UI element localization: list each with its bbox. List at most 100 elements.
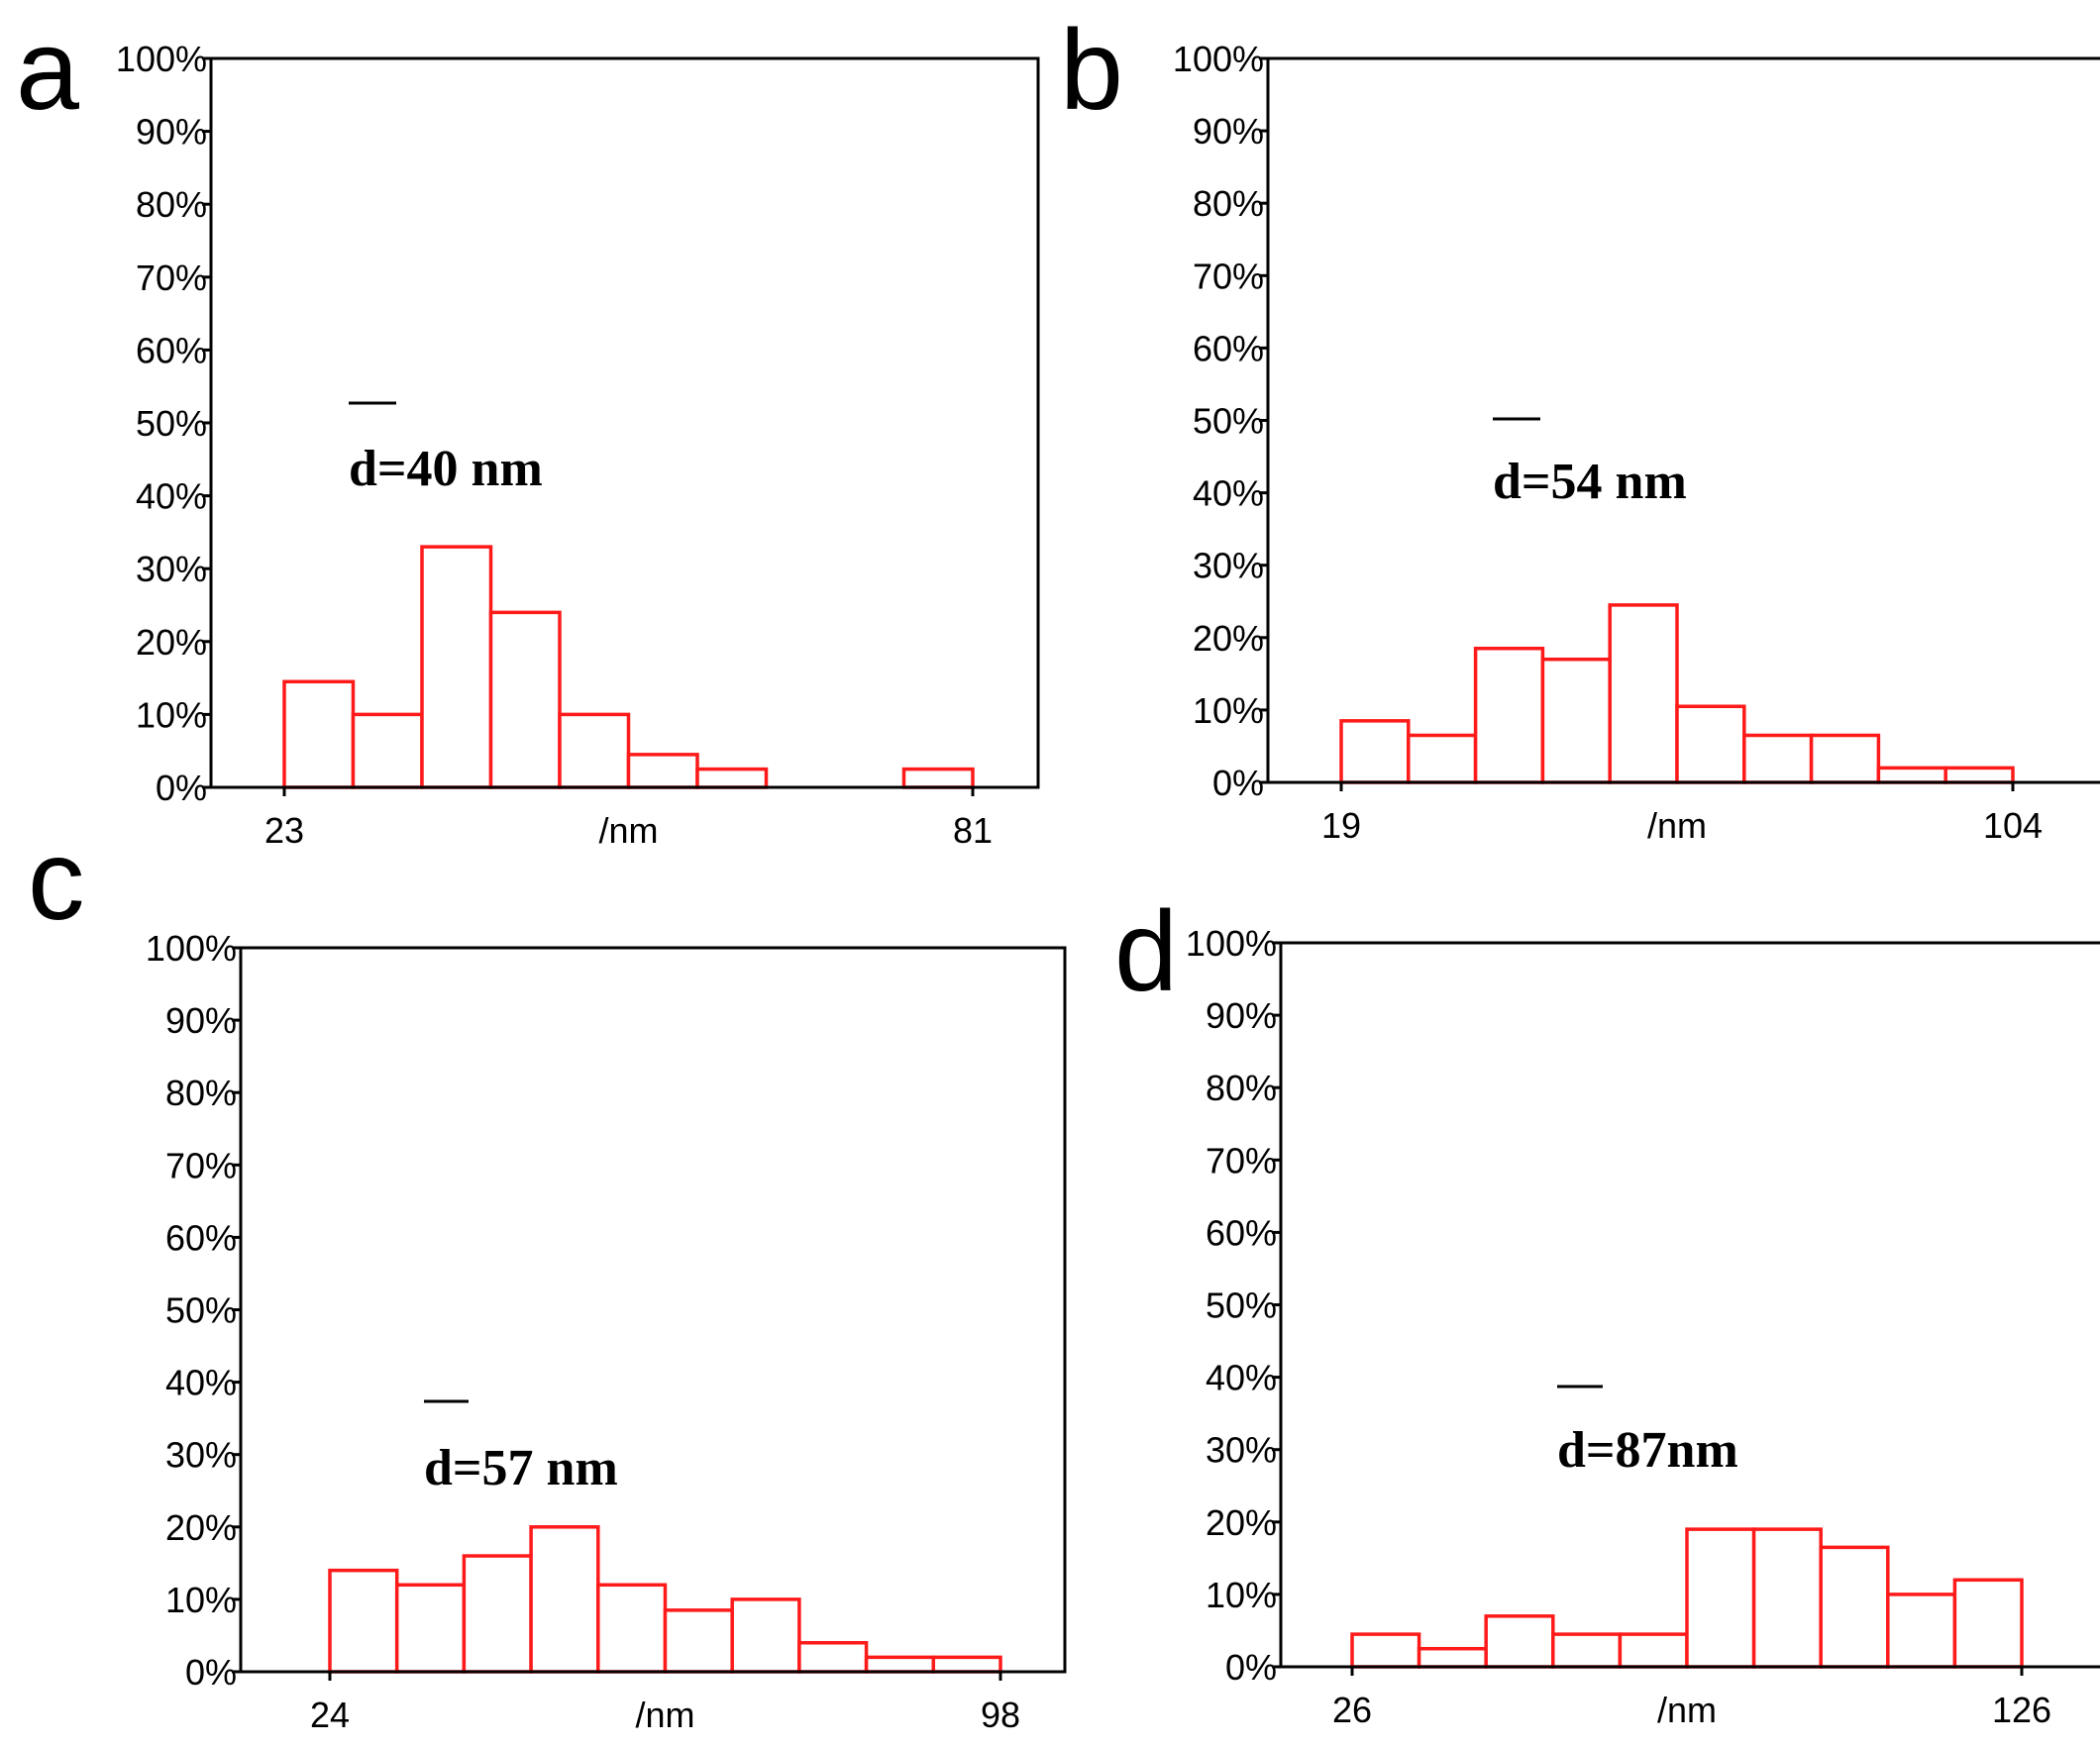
histogram-bar: [351, 712, 424, 789]
y-tick-label: 20%: [165, 1507, 237, 1548]
mean-diameter-label: d=87nm: [1557, 1422, 1738, 1479]
histogram-bar: [1742, 733, 1814, 784]
histogram-bar: [1809, 733, 1881, 784]
y-tick-label: 60%: [1193, 328, 1264, 368]
y-tick-label: 70%: [165, 1145, 237, 1185]
y-tick-label: 40%: [165, 1363, 237, 1403]
x-tick-label-max: 98: [981, 1695, 1020, 1735]
histogram-bar: [529, 1525, 600, 1674]
y-tick-label: 0%: [1212, 763, 1264, 803]
histogram-bar: [931, 1655, 1002, 1674]
y-tick-label: 0%: [1225, 1647, 1277, 1688]
x-tick-label-min: 26: [1332, 1690, 1372, 1730]
histogram-bar: [282, 679, 356, 789]
y-tick-label: 100%: [146, 928, 237, 969]
y-tick-label: 20%: [1206, 1502, 1277, 1543]
histogram-bar: [1540, 657, 1612, 784]
y-tick-label: 50%: [1206, 1285, 1277, 1326]
y-tick-label: 70%: [1193, 256, 1264, 296]
histogram-bar: [328, 1568, 399, 1674]
y-tick-label: 50%: [165, 1290, 237, 1331]
panel-c: c 0% 10% 20% 30% 40% 50% 60% 70% 80% 90% 100% 24 98/n…: [28, 817, 1067, 1735]
histogram-bar: [626, 753, 699, 789]
y-tick-label: 90%: [136, 112, 207, 153]
y-tick-label: 30%: [1193, 546, 1264, 586]
panel-letter: b: [1060, 7, 1123, 134]
y-tick-label: 60%: [165, 1217, 237, 1258]
y-tick-label: 60%: [1206, 1212, 1277, 1253]
histogram-bar: [1675, 704, 1746, 784]
y-tick-label: 40%: [1206, 1358, 1277, 1398]
panel-letter: a: [16, 7, 79, 134]
y-tick-label: 40%: [1193, 473, 1264, 514]
y-tick-label: 80%: [1206, 1068, 1277, 1108]
y-tick-label: 50%: [136, 403, 207, 444]
histogram-bar: [596, 1583, 668, 1674]
histogram-bar: [1952, 1578, 2024, 1669]
histogram-bar: [797, 1641, 869, 1674]
panel-letter: c: [28, 817, 85, 944]
y-tick-label: 10%: [165, 1580, 237, 1620]
histogram-bar: [864, 1655, 936, 1674]
histogram-bar: [730, 1597, 801, 1674]
y-tick-label: 30%: [1206, 1430, 1277, 1471]
y-tick-label: 90%: [165, 1000, 237, 1041]
x-axis-label: /nm: [1647, 805, 1707, 846]
histogram-bar: [1350, 1632, 1421, 1669]
y-tick-label: 20%: [136, 622, 207, 663]
y-tick-label: 60%: [136, 330, 207, 370]
x-tick-label-min: 24: [310, 1695, 350, 1735]
histogram-bar: [1685, 1527, 1756, 1669]
mean-diameter-label: d=54 nm: [1493, 454, 1687, 510]
x-tick-label-max: 81: [953, 810, 993, 851]
y-tick-label: 90%: [1193, 111, 1264, 152]
histogram-bar: [1484, 1614, 1555, 1669]
y-tick-label: 30%: [136, 549, 207, 589]
histogram-bar: [1876, 766, 1947, 784]
histogram-bar: [394, 1583, 467, 1674]
histogram-bar: [1339, 719, 1411, 784]
y-tick-label: 20%: [1193, 618, 1264, 659]
y-tick-label: 80%: [165, 1073, 237, 1113]
histogram-bar: [901, 767, 975, 789]
histogram-bar: [558, 712, 631, 789]
y-tick-label: 50%: [1193, 401, 1264, 442]
histogram-bar: [1943, 766, 2015, 784]
plot-frame: [1266, 56, 2100, 784]
y-tick-label: 30%: [165, 1435, 237, 1476]
x-tick-label-max: 104: [1983, 805, 2043, 846]
x-axis-label: /nm: [1657, 1690, 1717, 1730]
panel-b: b 0% 10% 20% 30% 40% 50% 60% 70% 80% 90% 100% 19 104 /…: [1060, 7, 2100, 846]
x-axis-label: /nm: [635, 1695, 694, 1735]
x-axis-label: /nm: [598, 810, 658, 851]
histogram-bar: [1618, 1632, 1689, 1669]
panel-letter: d: [1114, 888, 1178, 1015]
histogram-bar: [695, 767, 769, 789]
mean-diameter-label: d=40 nm: [349, 441, 543, 497]
histogram-bar: [1608, 603, 1679, 784]
y-tick-label: 80%: [136, 184, 207, 225]
y-tick-label: 100%: [1186, 923, 1277, 964]
histogram-bar: [1473, 647, 1545, 784]
panel-a: a 0% 10% 20% 30% 40% 50% 60% 70% 80% 90% 100% 23 81/n…: [16, 7, 1040, 851]
histogram-bar: [1407, 733, 1478, 784]
y-tick-label: 10%: [1193, 690, 1264, 731]
histogram-bar: [1417, 1646, 1488, 1669]
histogram-bar: [488, 610, 562, 789]
histogram-bar: [462, 1554, 533, 1674]
y-tick-label: 70%: [136, 257, 207, 298]
x-tick-label-max: 126: [1992, 1690, 2051, 1730]
y-tick-label: 0%: [185, 1652, 237, 1693]
y-tick-label: 70%: [1206, 1140, 1277, 1181]
plot-frame: [239, 946, 1067, 1674]
histogram-bar: [420, 545, 493, 789]
y-tick-label: 100%: [1173, 39, 1264, 79]
histogram-bar: [1819, 1545, 1890, 1669]
histogram-bar: [663, 1608, 734, 1674]
panel-d: d 0% 10% 20% 30% 40% 50% 60% 70% 80% 90% 100% 26 126 /…: [1114, 888, 2100, 1730]
y-tick-label: 10%: [1206, 1575, 1277, 1615]
histogram-bar: [1886, 1593, 1957, 1669]
y-tick-label: 80%: [1193, 183, 1264, 224]
histogram-bar: [1551, 1632, 1623, 1669]
